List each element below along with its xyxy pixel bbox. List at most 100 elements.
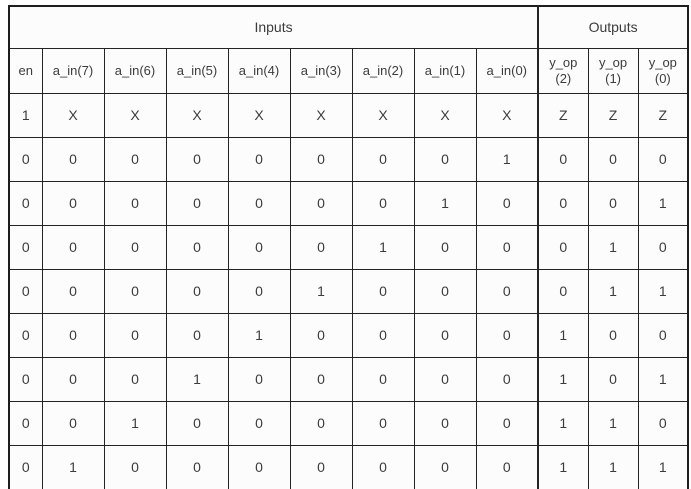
table-cell: 0 (41, 312, 105, 358)
table-cell: 0 (165, 180, 229, 226)
table-cell: 0 (475, 356, 539, 402)
table-cell: 0 (537, 268, 589, 314)
table-cell: 0 (351, 444, 415, 489)
table-cell: 0 (8, 136, 43, 182)
table-cell: 0 (227, 136, 291, 182)
table-cell: 0 (587, 312, 639, 358)
table-cell: 0 (289, 312, 353, 358)
table-cell: 0 (165, 312, 229, 358)
table-cell: 0 (227, 356, 291, 402)
column-header-en: en (8, 47, 43, 94)
table-cell: 0 (41, 400, 105, 446)
table-cell: 1 (8, 92, 43, 138)
table-cell: 0 (103, 268, 167, 314)
table-cell: 0 (351, 268, 415, 314)
table-cell: 0 (587, 136, 639, 182)
table-cell: 0 (165, 400, 229, 446)
table-cell: Z (637, 92, 689, 138)
table-cell: 0 (637, 136, 689, 182)
table-cell: 0 (351, 180, 415, 226)
table-cell: 0 (475, 444, 539, 489)
column-header-a-in-3-: a_in(3) (289, 47, 353, 94)
table-cell: 0 (289, 400, 353, 446)
table-cell: 1 (351, 224, 415, 270)
table-cell: 0 (475, 312, 539, 358)
table-cell: 0 (103, 136, 167, 182)
table-cell: X (475, 92, 539, 138)
table-cell: 0 (41, 136, 105, 182)
table-cell: 0 (165, 268, 229, 314)
table-cell: 1 (637, 444, 689, 489)
column-header-a-in-6-: a_in(6) (103, 47, 167, 94)
table-cell: 1 (537, 400, 589, 446)
table-cell: 0 (289, 136, 353, 182)
table-cell: 0 (165, 136, 229, 182)
table-cell: 1 (165, 356, 229, 402)
table-cell: 0 (227, 268, 291, 314)
table-cell: 0 (103, 224, 167, 270)
table-cell: 0 (475, 400, 539, 446)
column-header-a-in-7-: a_in(7) (41, 47, 105, 94)
column-header-a-in-0-: a_in(0) (475, 47, 539, 94)
table-cell: 0 (413, 224, 477, 270)
table-cell: 0 (413, 356, 477, 402)
table-cell: 0 (475, 224, 539, 270)
table-cell: 0 (8, 312, 43, 358)
table-cell: 1 (475, 136, 539, 182)
table-cell: 0 (413, 444, 477, 489)
table-cell: 0 (351, 312, 415, 358)
table-cell: 1 (289, 268, 353, 314)
table-cell: 0 (8, 444, 43, 489)
table-cell: 0 (8, 356, 43, 402)
column-header-a-in-2-: a_in(2) (351, 47, 415, 94)
table-cell: 1 (587, 268, 639, 314)
table-cell: 0 (475, 268, 539, 314)
table-head: Inputs Outputs en a_in(7) a_in(6) a_in(5) a_in… (8, 5, 689, 94)
group-header-inputs: Inputs (8, 5, 539, 49)
table-cell: Z (537, 92, 589, 138)
table-cell: 0 (289, 180, 353, 226)
table-cell: X (41, 92, 105, 138)
table-cell: 0 (351, 400, 415, 446)
table-cell: 0 (8, 268, 43, 314)
table-cell: 0 (8, 224, 43, 270)
table-cell: 0 (227, 400, 291, 446)
table-cell: 1 (537, 312, 589, 358)
table-cell: 0 (103, 180, 167, 226)
table-cell: 0 (103, 356, 167, 402)
table-cell: 1 (41, 444, 105, 489)
table-cell: 0 (289, 224, 353, 270)
table-cell: 0 (351, 356, 415, 402)
table-cell: 0 (41, 356, 105, 402)
table-cell: X (289, 92, 353, 138)
table-cell: X (227, 92, 291, 138)
table-cell: Z (587, 92, 639, 138)
table-cell: 0 (165, 224, 229, 270)
table-cell: 0 (637, 312, 689, 358)
table-cell: 0 (165, 444, 229, 489)
table-cell: 0 (413, 400, 477, 446)
table-cell: 0 (351, 136, 415, 182)
table-cell: 1 (637, 356, 689, 402)
group-header-row: Inputs Outputs (8, 5, 689, 49)
column-header-a-in-1-: a_in(1) (413, 47, 477, 94)
table-cell: 0 (103, 444, 167, 489)
column-header-a-in-5-: a_in(5) (165, 47, 229, 94)
table-cell: 0 (289, 444, 353, 489)
column-header-row: en a_in(7) a_in(6) a_in(5) a_in(4) a_in(3) a_i… (8, 47, 689, 94)
table-cell: 0 (413, 136, 477, 182)
table-cell: 0 (413, 268, 477, 314)
table-cell: 0 (475, 180, 539, 226)
table-cell: 0 (537, 224, 589, 270)
column-header-y-op-0-: y_op (0) (637, 47, 689, 94)
column-header-a-in-4-: a_in(4) (227, 47, 291, 94)
table-cell: 0 (227, 444, 291, 489)
table-cell: 0 (227, 180, 291, 226)
table-cell: 0 (8, 400, 43, 446)
